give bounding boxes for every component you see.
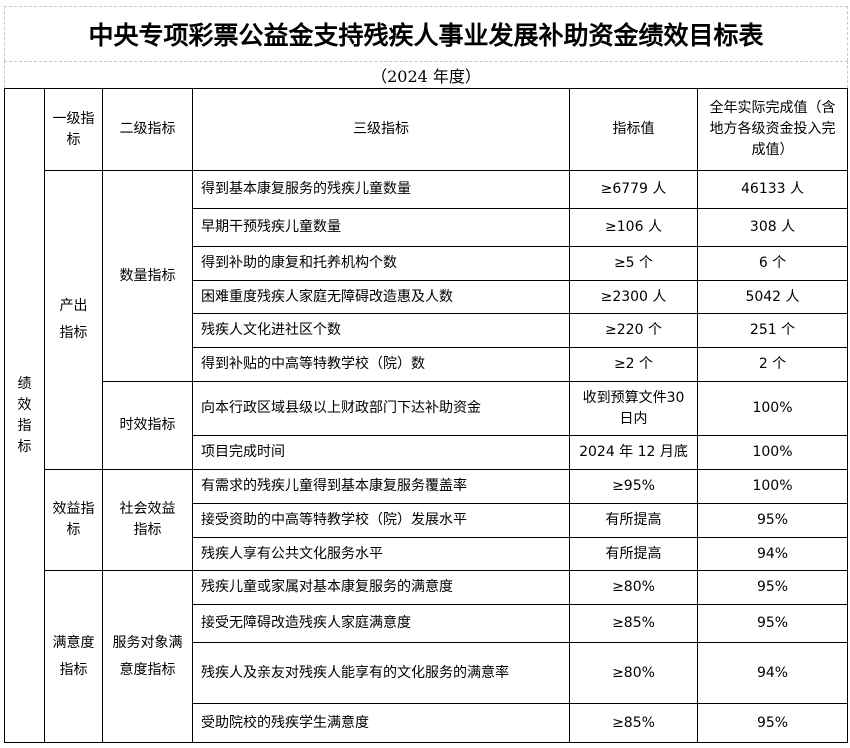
indicator: 接受无障碍改造残疾人家庭满意度	[192, 604, 570, 643]
header-row: 绩效指标 一级指标 二级指标 三级指标 指标值 全年实际完成值（含地方各级资金投…	[4, 88, 848, 743]
actual: 95%	[697, 703, 848, 743]
actual: 94%	[697, 537, 848, 571]
table-row: 效益指标 社会效益指标 有需求的残疾儿童得到基本康复服务覆盖率 ≥95% 100%	[5, 469, 848, 571]
indicator: 项目完成时间	[192, 435, 570, 470]
target: ≥220 个	[569, 313, 698, 348]
target: ≥6779 人	[569, 170, 698, 209]
indicator: 得到基本康复服务的残疾儿童数量	[192, 170, 570, 209]
indicator: 残疾人文化进社区个数	[192, 313, 570, 348]
category-cell: 绩效指标	[4, 88, 45, 743]
target: ≥80%	[569, 642, 698, 704]
table-row: 接受资助的中高等特教学校（院）发展水平 有所提高 95%	[5, 503, 848, 538]
performance-table: 绩效指标 一级指标 二级指标 三级指标 指标值 全年实际完成值（含地方各级资金投…	[4, 88, 848, 743]
target: ≥2300 人	[569, 280, 698, 314]
header-level1: 一级指标	[44, 88, 103, 171]
table-row: 接受无障碍改造残疾人家庭满意度 ≥85% 95%	[5, 604, 848, 643]
table-row: 残疾人文化进社区个数 ≥220 个 251 个	[5, 313, 848, 348]
table-row: 残疾人享有公共文化服务水平 有所提高 94%	[5, 537, 848, 571]
indicator: 残疾人享有公共文化服务水平	[192, 537, 570, 571]
subgroup-service: 服务对象满意度指标	[102, 570, 193, 743]
target: 有所提高	[569, 537, 698, 571]
indicator: 接受资助的中高等特教学校（院）发展水平	[192, 503, 570, 538]
target: ≥106 人	[569, 208, 698, 247]
page-title: 中央专项彩票公益金支持残疾人事业发展补助资金绩效目标表	[4, 6, 848, 61]
actual: 95%	[697, 503, 848, 538]
target: ≥95%	[569, 469, 698, 504]
header-level2: 二级指标	[102, 88, 193, 171]
target: 收到预算文件30 日内	[569, 381, 698, 436]
category-label: 绩效指标	[17, 375, 32, 455]
page-subtitle: （2024 年度）	[4, 61, 848, 88]
header-actual: 全年实际完成值（含地方各级资金投入完成值）	[697, 88, 848, 171]
indicator: 残疾人及亲友对残疾人能享有的文化服务的满意率	[192, 642, 570, 704]
target: ≥80%	[569, 570, 698, 605]
actual: 100%	[697, 435, 848, 470]
table-row: 受助院校的残疾学生满意度 ≥85% 95%	[5, 703, 848, 743]
group-satisfaction: 满意度指标	[44, 570, 103, 743]
subgroup-social: 社会效益指标	[102, 469, 193, 571]
actual: 94%	[697, 642, 848, 704]
table-row: 困难重度残疾人家庭无障碍改造惠及人数 ≥2300 人 5042 人	[5, 280, 848, 314]
group-benefit: 效益指标	[44, 469, 103, 571]
table-row: 早期干预残疾儿童数量 ≥106 人 308 人	[5, 208, 848, 247]
actual: 46133 人	[697, 170, 848, 209]
table-row: 残疾人及亲友对残疾人能享有的文化服务的满意率 ≥80% 94%	[5, 642, 848, 704]
target: ≥5 个	[569, 246, 698, 281]
target: 有所提高	[569, 503, 698, 538]
actual: 5042 人	[697, 280, 848, 314]
header-target: 指标值	[569, 88, 698, 171]
table-row: 时效指标 向本行政区域县级以上财政部门下达补助资金 收到预算文件30 日内 100%	[5, 381, 848, 470]
table-row: 满意度指标 服务对象满意度指标 残疾儿童或家属对基本康复服务的满意度 ≥80% 95…	[5, 570, 848, 743]
indicator: 早期干预残疾儿童数量	[192, 208, 570, 247]
indicator: 受助院校的残疾学生满意度	[192, 703, 570, 743]
header-level3: 三级指标	[192, 88, 570, 171]
actual: 6 个	[697, 246, 848, 281]
actual: 2 个	[697, 347, 848, 382]
actual: 308 人	[697, 208, 848, 247]
target: ≥85%	[569, 604, 698, 643]
actual: 95%	[697, 604, 848, 643]
subgroup-timeliness: 时效指标	[102, 381, 193, 470]
indicator: 得到补贴的中高等特教学校（院）数	[192, 347, 570, 382]
group-output: 产出指标	[44, 170, 103, 470]
actual: 100%	[697, 469, 848, 504]
actual: 95%	[697, 570, 848, 605]
target: ≥2 个	[569, 347, 698, 382]
table-row: 项目完成时间 2024 年 12 月底 100%	[5, 435, 848, 470]
subgroup-quantity: 数量指标	[102, 170, 193, 382]
indicator: 残疾儿童或家属对基本康复服务的满意度	[192, 570, 570, 605]
table-row: 产出指标 数量指标 得到基本康复服务的残疾儿童数量 ≥6779 人 46133 人	[5, 170, 848, 470]
actual: 251 个	[697, 313, 848, 348]
target: ≥85%	[569, 703, 698, 743]
indicator: 困难重度残疾人家庭无障碍改造惠及人数	[192, 280, 570, 314]
indicator: 得到补助的康复和托养机构个数	[192, 246, 570, 281]
actual: 100%	[697, 381, 848, 436]
target: 2024 年 12 月底	[569, 435, 698, 470]
indicator: 向本行政区域县级以上财政部门下达补助资金	[192, 381, 570, 436]
indicator: 有需求的残疾儿童得到基本康复服务覆盖率	[192, 469, 570, 504]
